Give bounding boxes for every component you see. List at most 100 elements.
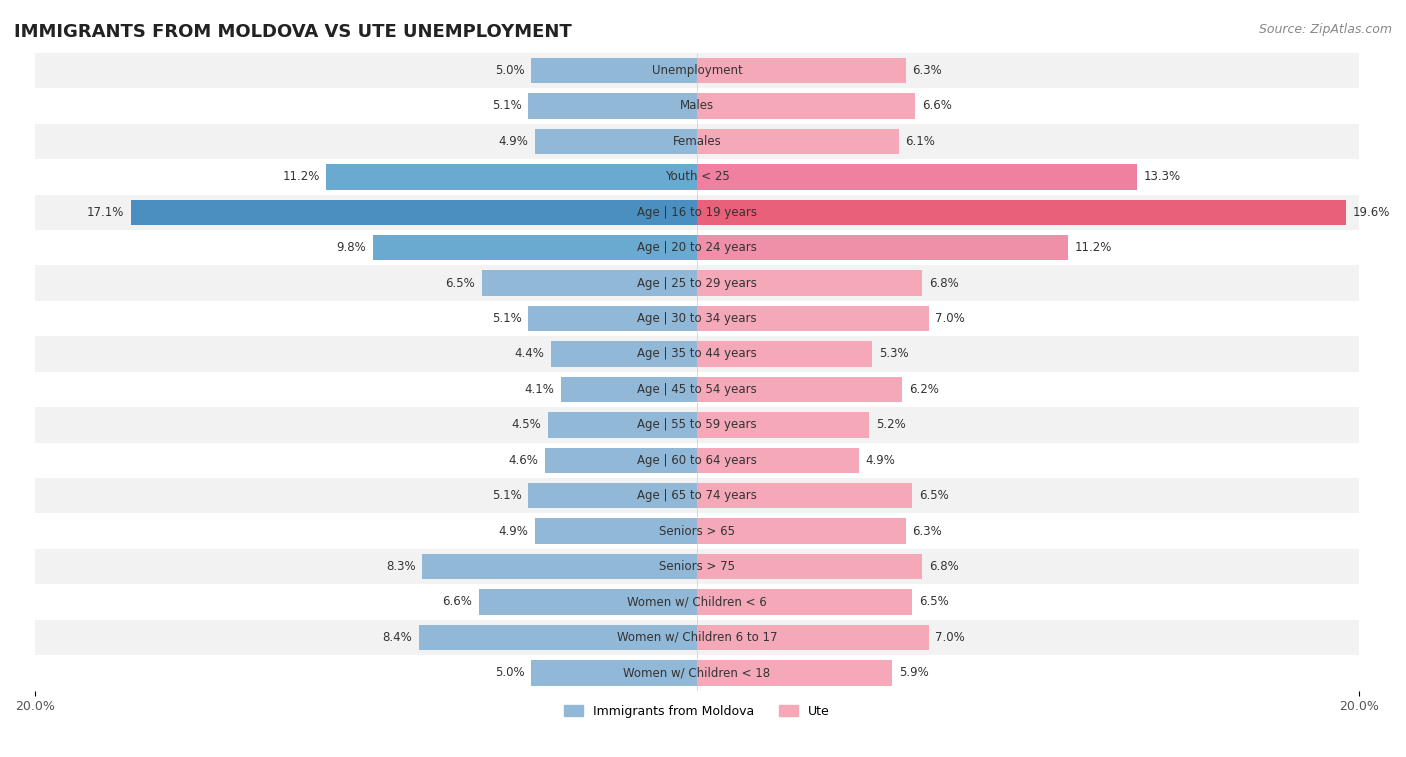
Bar bbox=[697, 625, 929, 650]
Bar bbox=[482, 270, 697, 296]
Bar bbox=[697, 483, 912, 509]
Text: 5.0%: 5.0% bbox=[495, 666, 524, 679]
Text: 7.0%: 7.0% bbox=[935, 312, 965, 325]
Bar bbox=[35, 89, 1360, 123]
Bar bbox=[548, 412, 697, 438]
Bar bbox=[697, 93, 915, 119]
Bar bbox=[35, 443, 1360, 478]
Bar bbox=[35, 549, 1360, 584]
Text: Age | 65 to 74 years: Age | 65 to 74 years bbox=[637, 489, 756, 502]
Text: 6.8%: 6.8% bbox=[929, 560, 959, 573]
Text: Source: ZipAtlas.com: Source: ZipAtlas.com bbox=[1258, 23, 1392, 36]
Text: Age | 30 to 34 years: Age | 30 to 34 years bbox=[637, 312, 756, 325]
Bar bbox=[697, 447, 859, 473]
Bar bbox=[35, 407, 1360, 443]
Bar bbox=[697, 58, 905, 83]
Bar bbox=[697, 129, 898, 154]
Bar bbox=[697, 341, 873, 366]
Text: Age | 60 to 64 years: Age | 60 to 64 years bbox=[637, 453, 756, 467]
Bar bbox=[697, 306, 929, 332]
Text: Females: Females bbox=[672, 135, 721, 148]
Bar bbox=[35, 336, 1360, 372]
Text: 7.0%: 7.0% bbox=[935, 631, 965, 644]
Bar bbox=[422, 554, 697, 579]
Text: 5.9%: 5.9% bbox=[898, 666, 929, 679]
Text: 11.2%: 11.2% bbox=[283, 170, 319, 183]
Bar bbox=[478, 589, 697, 615]
Text: 8.3%: 8.3% bbox=[387, 560, 416, 573]
Text: Seniors > 75: Seniors > 75 bbox=[659, 560, 735, 573]
Bar bbox=[529, 483, 697, 509]
Bar bbox=[35, 655, 1360, 690]
Text: 4.5%: 4.5% bbox=[512, 419, 541, 431]
Text: 6.1%: 6.1% bbox=[905, 135, 935, 148]
Bar bbox=[697, 377, 903, 402]
Text: 5.0%: 5.0% bbox=[495, 64, 524, 77]
Bar bbox=[531, 660, 697, 686]
Text: IMMIGRANTS FROM MOLDOVA VS UTE UNEMPLOYMENT: IMMIGRANTS FROM MOLDOVA VS UTE UNEMPLOYM… bbox=[14, 23, 572, 41]
Bar bbox=[35, 123, 1360, 159]
Text: 5.3%: 5.3% bbox=[879, 347, 908, 360]
Legend: Immigrants from Moldova, Ute: Immigrants from Moldova, Ute bbox=[560, 699, 835, 723]
Bar bbox=[534, 129, 697, 154]
Text: 6.2%: 6.2% bbox=[908, 383, 939, 396]
Bar bbox=[35, 230, 1360, 266]
Bar bbox=[697, 200, 1346, 225]
Text: 4.9%: 4.9% bbox=[498, 135, 529, 148]
Bar bbox=[35, 620, 1360, 655]
Bar bbox=[561, 377, 697, 402]
Text: 6.6%: 6.6% bbox=[922, 99, 952, 113]
Text: 4.6%: 4.6% bbox=[508, 453, 538, 467]
Text: 6.3%: 6.3% bbox=[912, 64, 942, 77]
Bar bbox=[697, 660, 893, 686]
Text: 5.1%: 5.1% bbox=[492, 489, 522, 502]
Bar bbox=[373, 235, 697, 260]
Text: Seniors > 65: Seniors > 65 bbox=[659, 525, 735, 537]
Text: Age | 16 to 19 years: Age | 16 to 19 years bbox=[637, 206, 756, 219]
Bar bbox=[534, 519, 697, 544]
Bar bbox=[35, 513, 1360, 549]
Text: 4.9%: 4.9% bbox=[498, 525, 529, 537]
Bar bbox=[35, 159, 1360, 195]
Bar bbox=[35, 195, 1360, 230]
Text: 6.5%: 6.5% bbox=[446, 276, 475, 290]
Bar bbox=[35, 301, 1360, 336]
Text: Age | 25 to 29 years: Age | 25 to 29 years bbox=[637, 276, 756, 290]
Text: 6.6%: 6.6% bbox=[441, 596, 472, 609]
Text: 19.6%: 19.6% bbox=[1353, 206, 1389, 219]
Bar bbox=[35, 478, 1360, 513]
Bar bbox=[529, 93, 697, 119]
Text: Age | 35 to 44 years: Age | 35 to 44 years bbox=[637, 347, 756, 360]
Text: 13.3%: 13.3% bbox=[1144, 170, 1181, 183]
Text: Unemployment: Unemployment bbox=[651, 64, 742, 77]
Bar bbox=[697, 164, 1137, 189]
Bar bbox=[697, 412, 869, 438]
Text: 9.8%: 9.8% bbox=[336, 241, 366, 254]
Bar bbox=[131, 200, 697, 225]
Bar bbox=[35, 372, 1360, 407]
Text: Youth < 25: Youth < 25 bbox=[665, 170, 730, 183]
Text: 6.8%: 6.8% bbox=[929, 276, 959, 290]
Bar bbox=[697, 235, 1067, 260]
Text: 4.1%: 4.1% bbox=[524, 383, 554, 396]
Text: 6.3%: 6.3% bbox=[912, 525, 942, 537]
Text: Age | 55 to 59 years: Age | 55 to 59 years bbox=[637, 419, 756, 431]
Bar bbox=[326, 164, 697, 189]
Text: 6.5%: 6.5% bbox=[918, 596, 949, 609]
Text: 4.9%: 4.9% bbox=[866, 453, 896, 467]
Bar bbox=[35, 584, 1360, 620]
Bar bbox=[531, 58, 697, 83]
Text: 4.4%: 4.4% bbox=[515, 347, 544, 360]
Bar bbox=[544, 447, 697, 473]
Text: 8.4%: 8.4% bbox=[382, 631, 412, 644]
Text: Age | 20 to 24 years: Age | 20 to 24 years bbox=[637, 241, 756, 254]
Text: Women w/ Children 6 to 17: Women w/ Children 6 to 17 bbox=[617, 631, 778, 644]
Bar bbox=[697, 270, 922, 296]
Bar bbox=[697, 519, 905, 544]
Bar bbox=[697, 589, 912, 615]
Text: 11.2%: 11.2% bbox=[1074, 241, 1112, 254]
Bar bbox=[551, 341, 697, 366]
Text: 5.2%: 5.2% bbox=[876, 419, 905, 431]
Text: 17.1%: 17.1% bbox=[87, 206, 124, 219]
Bar bbox=[35, 53, 1360, 89]
